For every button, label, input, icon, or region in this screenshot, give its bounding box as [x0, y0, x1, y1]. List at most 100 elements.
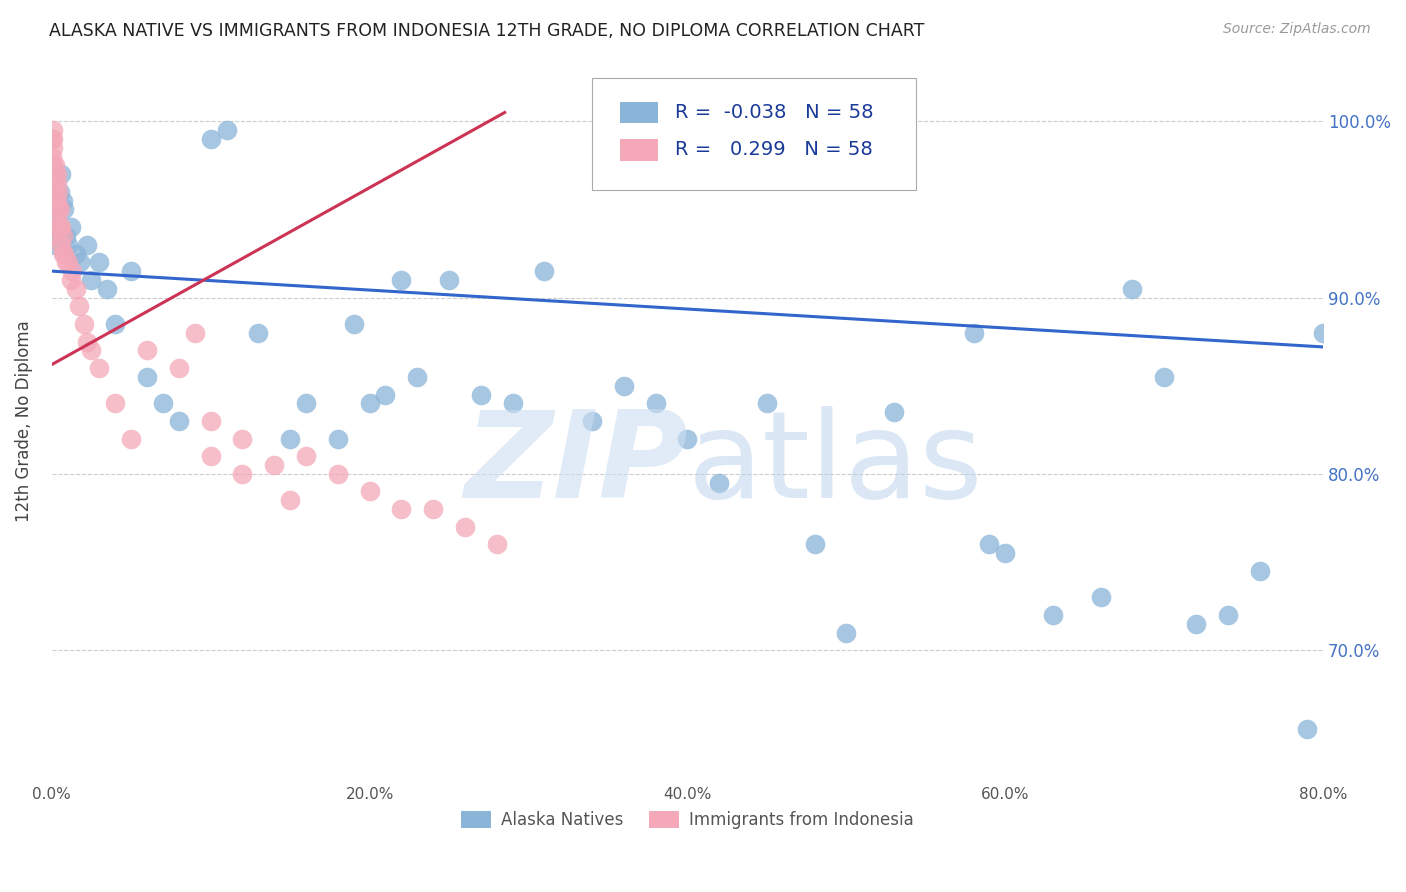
Point — [53, 202, 76, 217]
Point — [422, 502, 444, 516]
Point — [62, 264, 84, 278]
Point — [48, 220, 70, 235]
Point — [51, 167, 73, 181]
Point — [44, 237, 66, 252]
Point — [48, 202, 70, 217]
Point — [55, 255, 77, 269]
Point — [359, 484, 381, 499]
Point — [55, 228, 77, 243]
Point — [1312, 326, 1334, 340]
Point — [96, 282, 118, 296]
Point — [44, 167, 66, 181]
Point — [295, 449, 318, 463]
Point — [326, 432, 349, 446]
Point — [42, 228, 65, 243]
Point — [56, 255, 79, 269]
Point — [200, 449, 222, 463]
Point — [41, 167, 63, 181]
Point — [167, 361, 190, 376]
Point — [167, 414, 190, 428]
Point — [581, 414, 603, 428]
Point — [59, 220, 82, 235]
FancyBboxPatch shape — [620, 102, 658, 123]
Point — [42, 141, 65, 155]
Point — [676, 432, 699, 446]
FancyBboxPatch shape — [620, 139, 658, 161]
Point — [470, 387, 492, 401]
Point — [389, 502, 412, 516]
Point — [200, 132, 222, 146]
Point — [44, 176, 66, 190]
Point — [136, 370, 159, 384]
Point — [343, 317, 366, 331]
Point — [278, 493, 301, 508]
Point — [184, 326, 207, 340]
Point — [89, 255, 111, 269]
Point — [45, 167, 67, 181]
Point — [1090, 591, 1112, 605]
Text: R =  -0.038   N = 58: R = -0.038 N = 58 — [675, 103, 873, 122]
Point — [52, 228, 75, 243]
Point — [51, 220, 73, 235]
Point — [120, 432, 142, 446]
Point — [1121, 282, 1143, 296]
Text: Source: ZipAtlas.com: Source: ZipAtlas.com — [1223, 22, 1371, 37]
FancyBboxPatch shape — [592, 78, 917, 190]
Point — [1249, 564, 1271, 578]
Point — [835, 625, 858, 640]
Point — [44, 185, 66, 199]
Point — [1296, 723, 1319, 737]
Point — [485, 537, 508, 551]
Point — [200, 414, 222, 428]
Point — [45, 194, 67, 208]
Point — [44, 158, 66, 172]
Point — [41, 185, 63, 199]
Point — [44, 194, 66, 208]
Point — [136, 343, 159, 358]
Point — [42, 123, 65, 137]
Point — [53, 246, 76, 260]
Point — [994, 546, 1017, 560]
Point — [803, 537, 825, 551]
Point — [278, 432, 301, 446]
Point — [231, 467, 253, 481]
Point — [326, 467, 349, 481]
Point — [72, 317, 94, 331]
Point — [152, 396, 174, 410]
Point — [52, 246, 75, 260]
Point — [46, 220, 69, 235]
Point — [1216, 607, 1239, 622]
Point — [45, 176, 67, 190]
Point — [41, 150, 63, 164]
Y-axis label: 12th Grade, No Diploma: 12th Grade, No Diploma — [15, 320, 32, 522]
Point — [76, 237, 98, 252]
Point — [533, 264, 555, 278]
Point — [1042, 607, 1064, 622]
Point — [295, 396, 318, 410]
Point — [46, 220, 69, 235]
Point — [65, 246, 87, 260]
Point — [41, 228, 63, 243]
Point — [76, 334, 98, 349]
Point — [65, 282, 87, 296]
Point — [644, 396, 666, 410]
Point — [437, 273, 460, 287]
Point — [52, 194, 75, 208]
Text: ALASKA NATIVE VS IMMIGRANTS FROM INDONESIA 12TH GRADE, NO DIPLOMA CORRELATION CH: ALASKA NATIVE VS IMMIGRANTS FROM INDONES… — [49, 22, 925, 40]
Point — [374, 387, 396, 401]
Point — [755, 396, 778, 410]
Point — [42, 158, 65, 172]
Point — [46, 202, 69, 217]
Point — [247, 326, 270, 340]
Point — [962, 326, 984, 340]
Legend: Alaska Natives, Immigrants from Indonesia: Alaska Natives, Immigrants from Indonesi… — [454, 804, 920, 836]
Point — [80, 273, 103, 287]
Point — [104, 317, 127, 331]
Text: R =   0.299   N = 58: R = 0.299 N = 58 — [675, 140, 873, 160]
Point — [263, 458, 285, 472]
Point — [231, 432, 253, 446]
Point — [67, 299, 90, 313]
Point — [51, 237, 73, 252]
Point — [613, 378, 636, 392]
Point — [46, 185, 69, 199]
